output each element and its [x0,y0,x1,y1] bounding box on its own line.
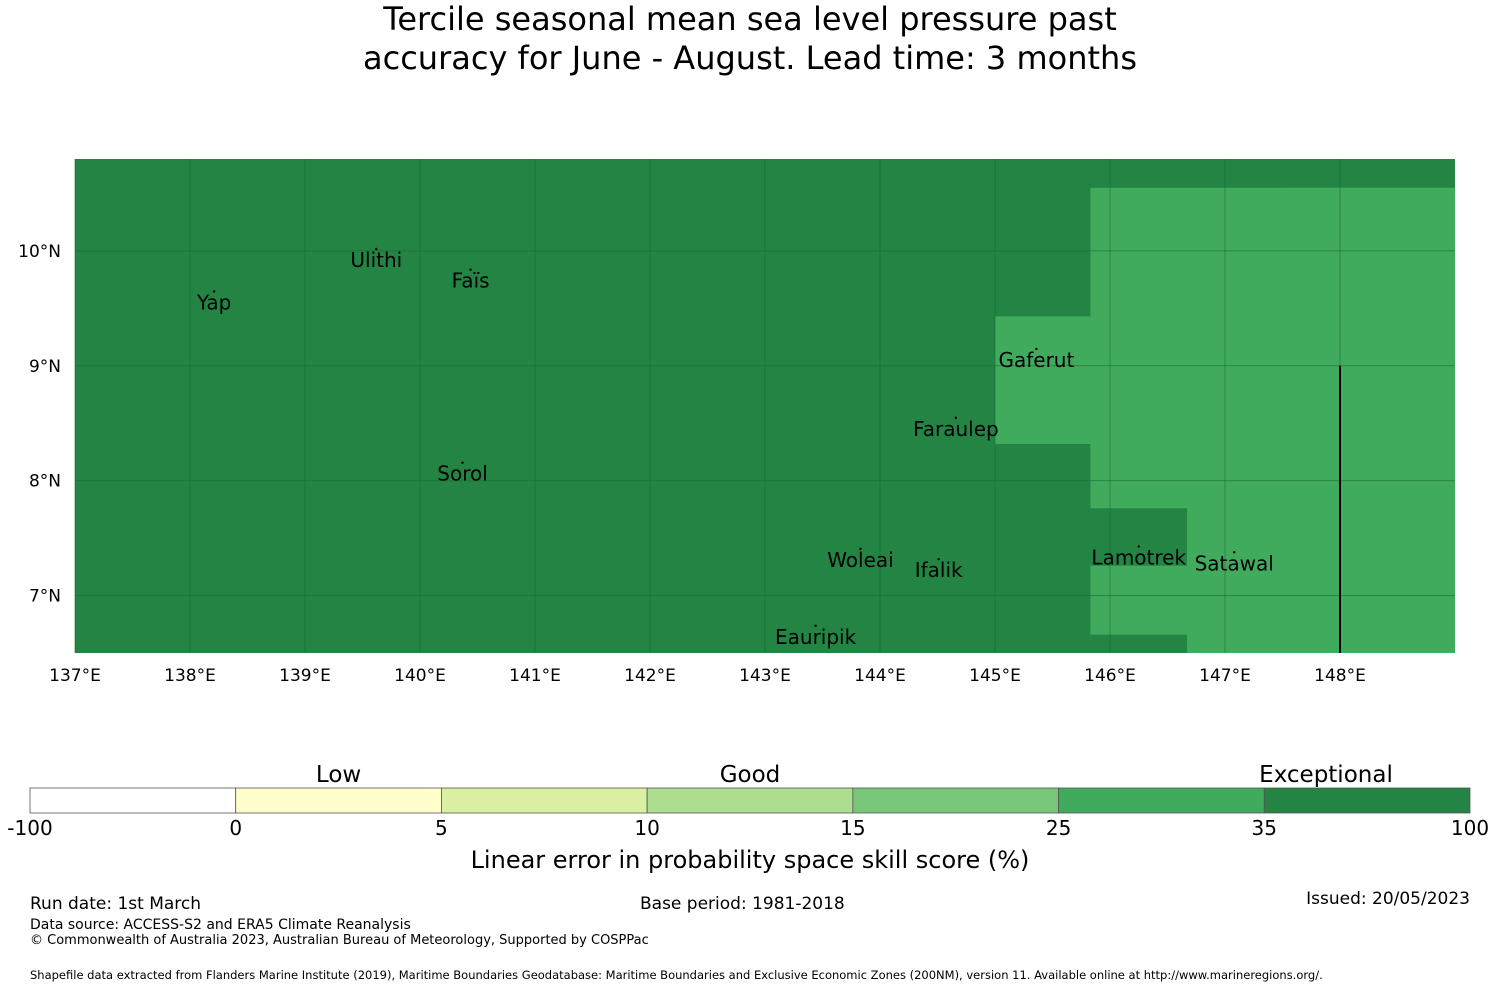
map-title: Tercile seasonal mean sea level pressure… [0,0,1500,78]
data-source: Data source: ACCESS-S2 and ERA5 Climate … [30,917,411,933]
longitude-tick-label: 139°E [279,666,331,686]
latitude-tick-label: 8°N [29,472,61,492]
longitude-tick-label: 141°E [509,666,561,686]
colorbar-swatch [29,787,237,814]
place-labels: Yap Ulithi Faïs Gaferut Faraulep Sorol Woleai I… [196,248,1274,649]
place-label: Faraulep [913,417,999,441]
issued-date: Issued: 20/05/2023 [1306,889,1470,909]
island-dot [937,557,940,561]
colorbar-legend: Low Good Exceptional -100 0 5 10 15 25 35 100 Lin… [7,762,1489,874]
island-markers [212,247,1236,628]
colorbar-tick-label: 15 [840,816,865,840]
colorbar-swatch [1058,787,1265,814]
longitude-tick-label: 144°E [854,666,906,686]
colorbar-tick-label: -100 [7,816,52,840]
latitude-tick-label: 9°N [29,357,61,377]
island-dot [1233,551,1236,554]
longitude-tick-label: 142°E [624,666,676,686]
colorbar-category-label: Low [316,762,361,788]
colorbar-tick-label: 0 [229,816,242,840]
longitude-tick-label: 138°E [164,666,216,686]
colorbar-category-label: Exceptional [1259,762,1393,788]
island-dot [1035,347,1038,351]
place-label: Ifalik [915,558,963,582]
colorbar-swatch [235,787,442,814]
colorbar-tick-label: 25 [1046,816,1071,840]
colorbar-tick-label: 100 [1451,816,1489,840]
island-dot [212,290,216,293]
skill-region-35-100 [1090,634,1188,653]
colorbar-axis-label: Linear error in probability space skill … [471,846,1030,874]
colorbar-swatch [1263,787,1471,814]
longitude-ticks: 137°E 138°E 139°E 140°E 141°E 142°E 143°E 144°E… [49,666,1366,686]
colorbar-swatch [441,787,648,814]
island-dot [859,547,862,551]
longitude-tick-label: 143°E [739,666,791,686]
colorbar-swatch [646,787,854,814]
place-label: Yap [196,290,231,314]
colorbar-swatches [29,787,1471,814]
skill-region-35-100 [1090,508,1188,566]
colorbar-category-label: Good [720,762,781,788]
place-label: Faïs [452,269,490,293]
place-label: Gaferut [998,348,1074,372]
skill-region-25-35 [995,316,1091,444]
place-label: Lamotrek [1091,546,1186,570]
longitude-tick-label: 147°E [1199,666,1251,686]
place-label: Eauripik [775,625,857,649]
island-dot [1137,545,1140,548]
latitude-ticks: 7°N 8°N 9°N 10°N [18,242,61,607]
longitude-tick-label: 140°E [394,666,446,686]
place-label: Sorol [437,462,488,486]
shapefile-credit: Shapefile data extracted from Flanders M… [30,968,1323,982]
colorbar-categories: Low Good Exceptional [316,762,1393,788]
place-label: Satawal [1195,551,1274,575]
map-title-line-2: accuracy for June - August. Lead time: 3… [363,39,1137,77]
skill-region-25-35 [1090,187,1455,653]
place-label: Woleai [827,548,894,572]
colorbar-tick-label: 10 [634,816,659,840]
longitude-tick-label: 145°E [969,666,1021,686]
island-dot [461,461,464,464]
map-title-line-1: Tercile seasonal mean sea level pressure… [383,0,1117,38]
longitude-tick-label: 146°E [1084,666,1136,686]
island-dot [469,268,472,271]
island-dot [954,416,958,420]
longitude-tick-label: 148°E [1314,666,1366,686]
skill-region-35-100 [1090,159,1283,188]
colorbar-ticks: -100 0 5 10 15 25 35 100 [7,816,1489,840]
skill-map: Yap Ulithi Faïs Gaferut Faraulep Sorol Woleai I… [18,159,1455,686]
colorbar-tick-label: 5 [435,816,448,840]
base-period: Base period: 1981-2018 [640,894,845,914]
colorbar-tick-label: 35 [1252,816,1277,840]
latitude-tick-label: 10°N [18,242,61,262]
island-dot [375,247,378,251]
longitude-tick-label: 137°E [49,666,101,686]
colorbar-swatch [852,787,1059,814]
place-label: Ulithi [350,248,402,272]
copyright-notice: © Commonwealth of Australia 2023, Austra… [30,933,649,948]
latitude-tick-label: 7°N [29,587,61,607]
island-dot [814,624,817,628]
run-date: Run date: 1st March [30,894,202,914]
graticule [74,159,1455,653]
